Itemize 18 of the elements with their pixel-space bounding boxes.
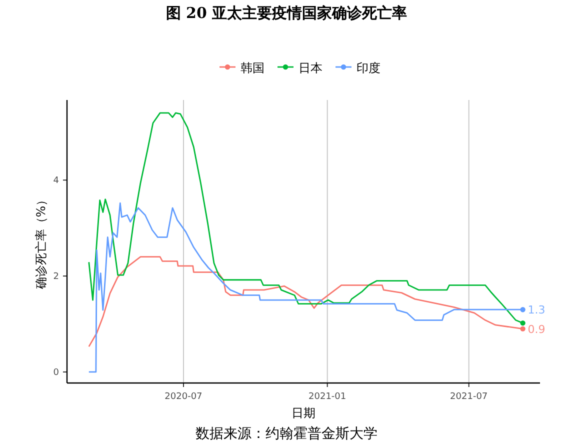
legend-label: 印度 — [356, 61, 380, 75]
chart-title: 图 20 亚太主要疫情国家确诊死亡率 — [166, 4, 408, 22]
point — [520, 326, 526, 332]
y-axis-title: 确诊死亡率（%） — [34, 194, 48, 290]
x-tick-label: 2020-07 — [164, 392, 202, 402]
annotation: 1.3 — [528, 304, 546, 317]
y-tick-label: 4 — [53, 176, 60, 186]
y-tick-label: 0 — [53, 368, 60, 378]
point — [520, 320, 526, 326]
y-tick-label: 2 — [53, 272, 59, 282]
legend-label: 韩国 — [240, 61, 264, 75]
source-note: 数据来源：约翰霍普金斯大学 — [196, 425, 378, 442]
x-tick-label: 2021-07 — [450, 392, 488, 402]
point — [520, 307, 526, 312]
annotation: 0.9 — [528, 322, 546, 336]
x-tick-label: 2021-01 — [308, 392, 346, 402]
legend-label: 日本 — [298, 61, 322, 75]
x-axis-title: 日期 — [292, 406, 316, 420]
